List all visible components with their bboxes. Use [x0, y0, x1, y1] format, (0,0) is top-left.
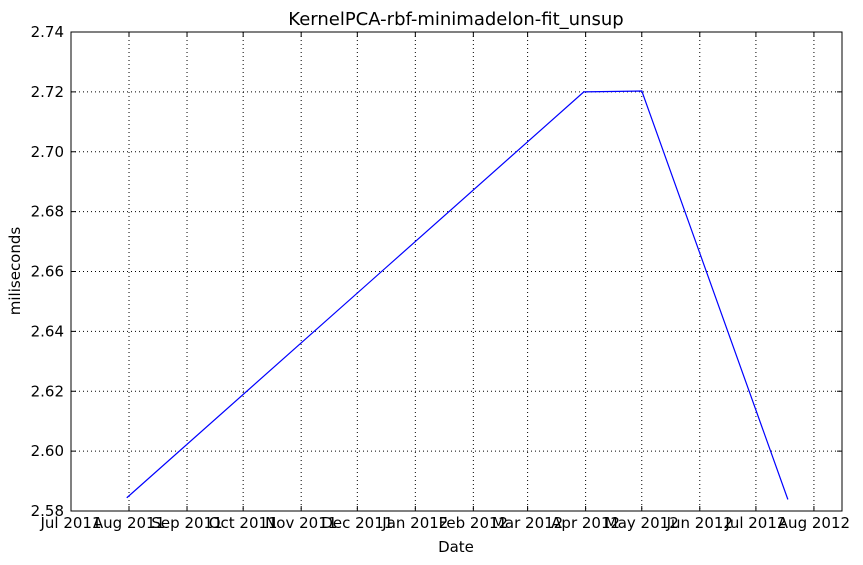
data-point [787, 498, 789, 500]
ticks [70, 31, 842, 512]
data-point [583, 91, 585, 93]
y-tick-label: 2.70 [31, 143, 64, 161]
plot-area [71, 32, 842, 511]
chart-title: KernelPCA-rbf-minimadelon-fit_unsup [288, 9, 623, 30]
y-tick-label: 2.74 [31, 23, 64, 41]
x-tick-label: Apr 2012 [551, 514, 620, 532]
series-layer [126, 90, 789, 500]
data-point [126, 496, 128, 499]
data-point [641, 90, 643, 92]
x-tick-label: Jun 2012 [666, 514, 733, 532]
x-tick-label: Jul 2012 [724, 514, 786, 532]
y-tick-label: 2.68 [31, 203, 64, 221]
y-tick-label: 2.58 [31, 502, 64, 520]
x-tick-label: May 2012 [605, 514, 679, 532]
y-tick-label: 2.64 [31, 322, 64, 340]
series-line [126, 90, 789, 500]
x-tick-label: Feb 2012 [439, 514, 509, 532]
x-tick-label: Jan 2012 [381, 514, 448, 532]
y-tick-label: 2.62 [31, 382, 64, 400]
x-tick-label: Jul 2011 [39, 514, 101, 532]
y-tick-label: 2.60 [31, 442, 64, 460]
y-tick-label: 2.66 [31, 263, 64, 281]
x-tick-label: Aug 2012 [778, 514, 850, 532]
x-tick-label: Oct 2011 [209, 514, 278, 532]
x-tick-label: Mar 2012 [492, 514, 563, 532]
x-tick-label: Nov 2011 [265, 514, 337, 532]
y-axis-label: miliseconds [6, 227, 24, 316]
x-tick-label: Aug 2011 [93, 514, 165, 532]
x-tick-label: Sep 2011 [151, 514, 222, 532]
y-tick-label: 2.72 [31, 83, 64, 101]
x-axis-label: Date [438, 538, 474, 556]
x-tick-label: Dec 2011 [321, 514, 393, 532]
